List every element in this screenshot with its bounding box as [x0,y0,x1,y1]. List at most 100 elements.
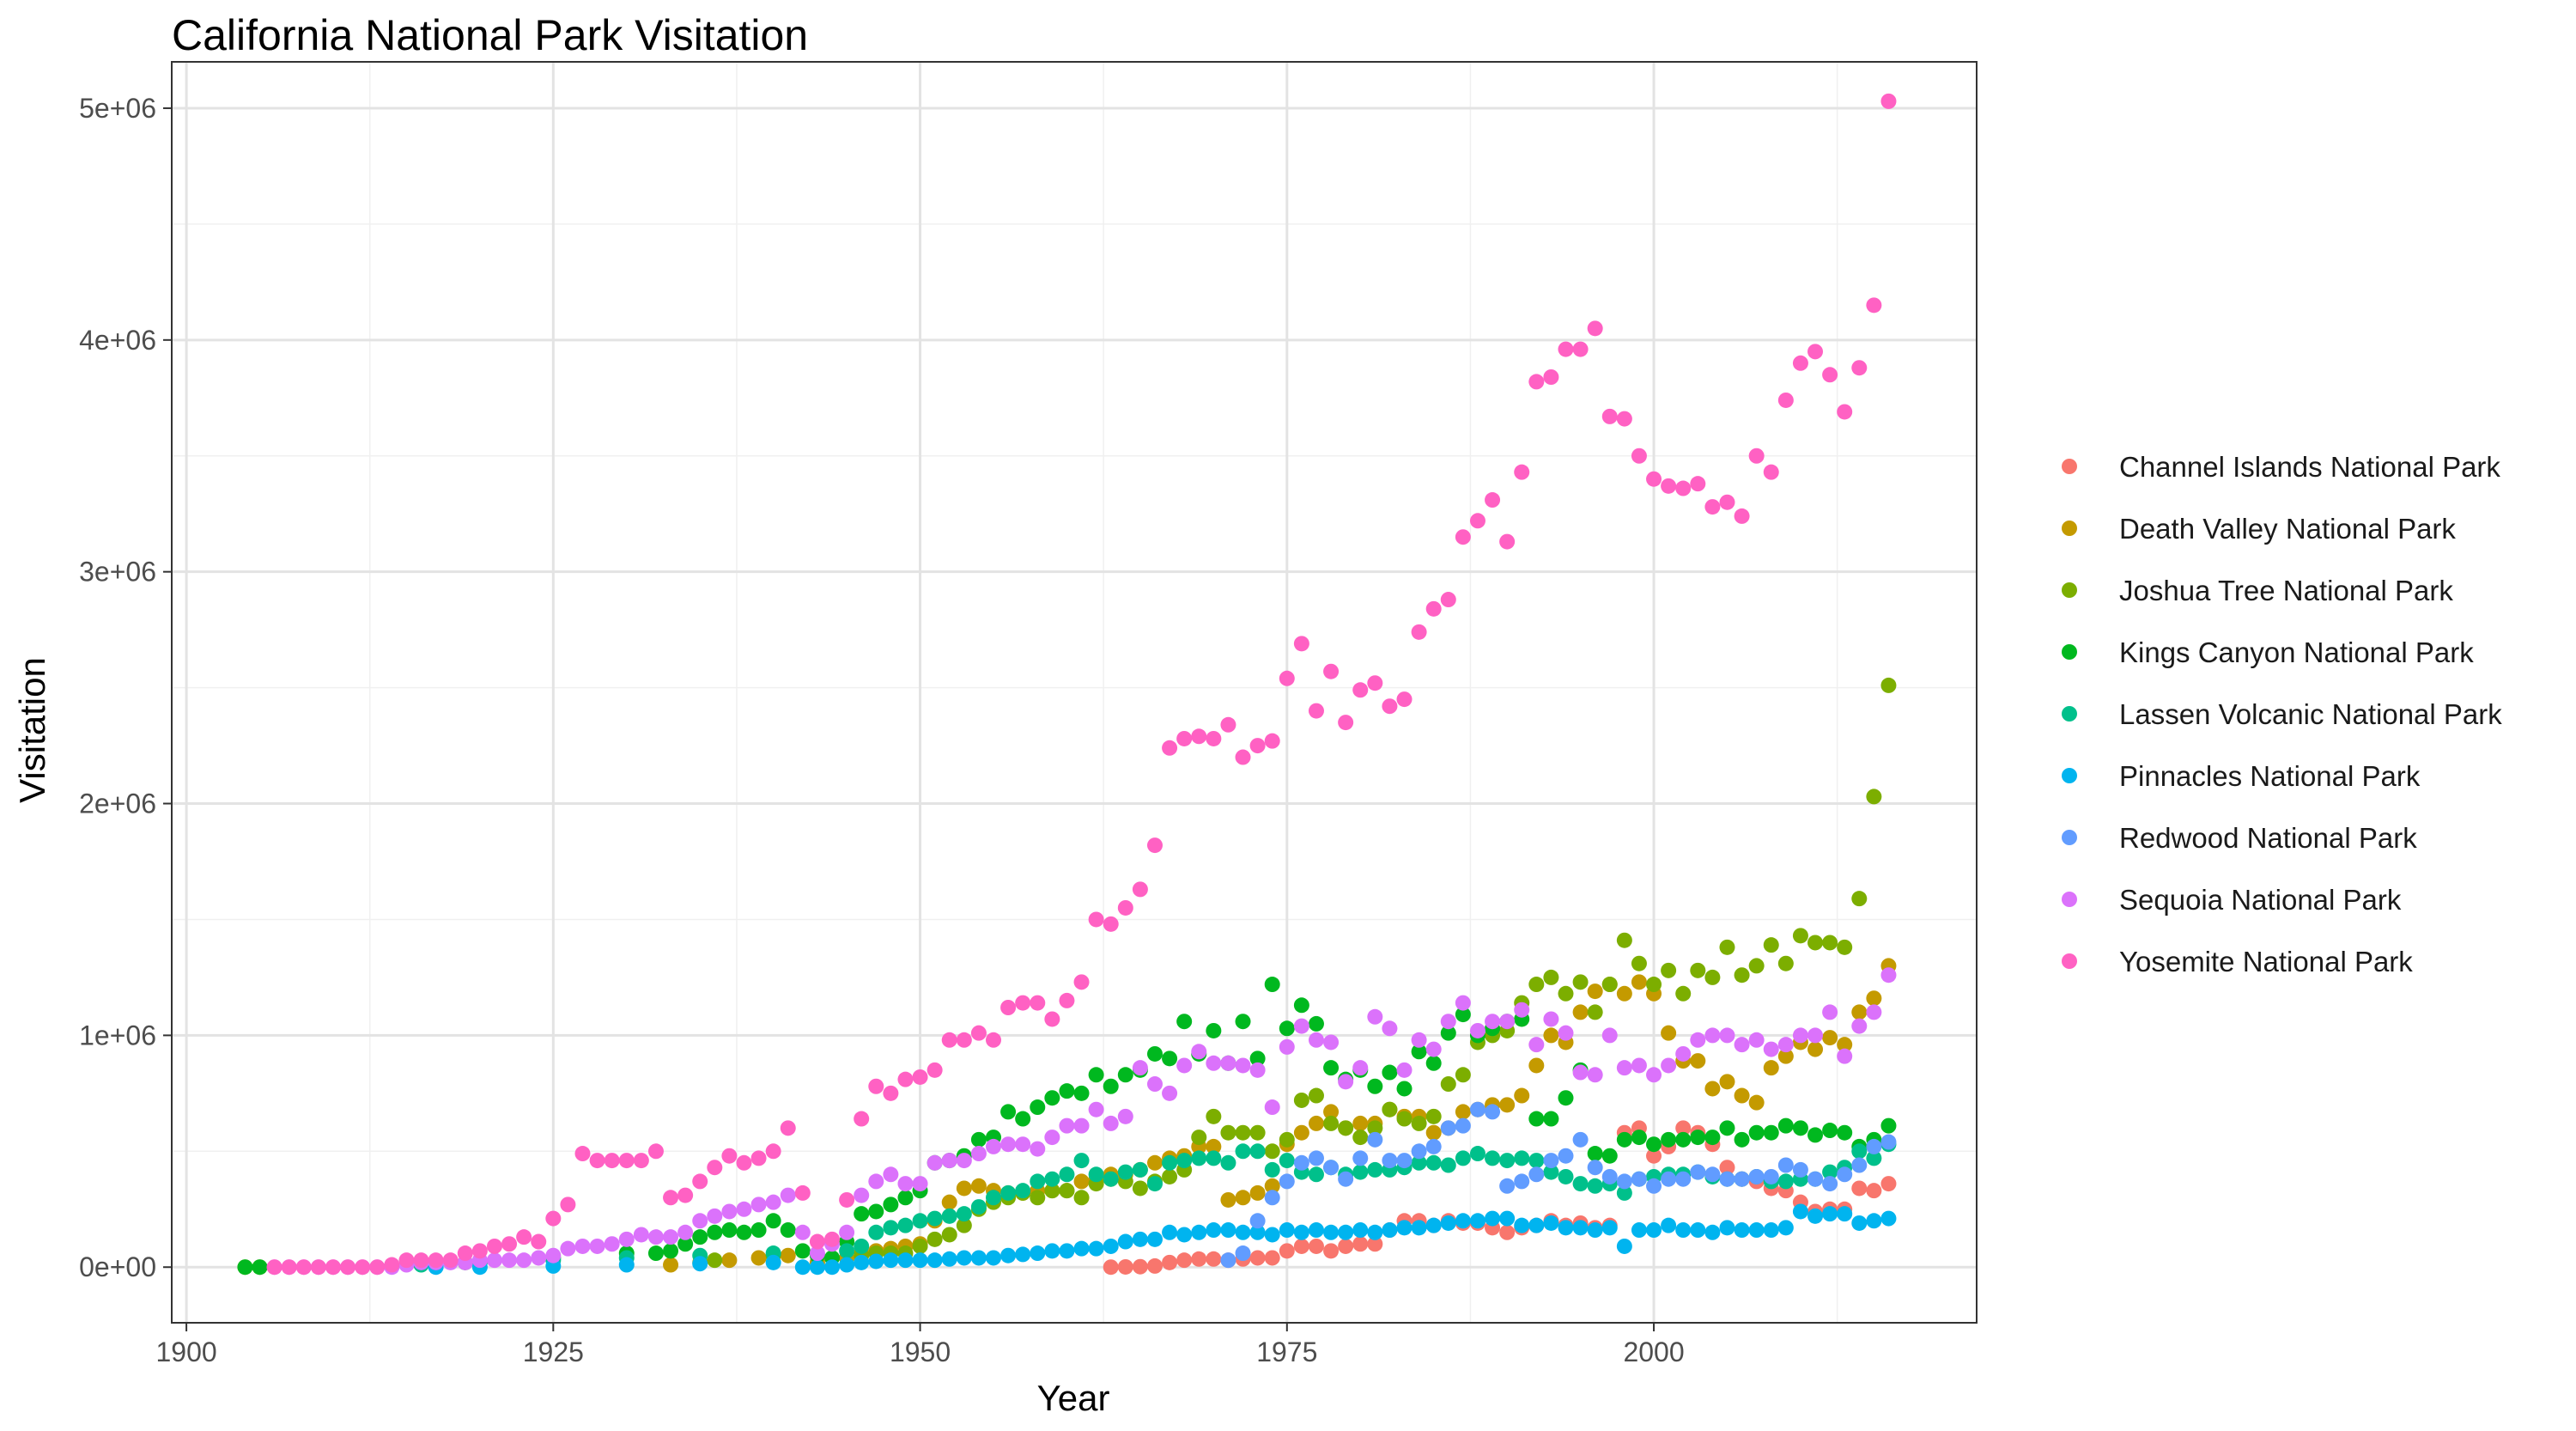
data-point [1528,977,1545,993]
data-point [883,1166,899,1183]
data-point [1000,1000,1017,1015]
data-point [765,1254,781,1270]
data-point [647,1143,664,1160]
data-point [1044,1243,1060,1259]
data-point [912,1252,928,1269]
data-point [780,1247,796,1264]
data-point [736,1201,752,1217]
data-point [1425,1138,1442,1154]
data-point [780,1187,796,1203]
data-point [1396,1220,1413,1236]
data-point [1015,995,1031,1011]
data-point [1206,1251,1222,1267]
data-point [310,1259,326,1276]
data-point [1822,1030,1838,1046]
data-point [1587,1222,1603,1239]
data-point [1235,1143,1251,1160]
data-point [986,1032,1002,1048]
data-point [1748,1032,1765,1048]
data-point [1866,1183,1882,1199]
data-point [1425,1154,1442,1171]
data-point [1675,985,1692,1002]
data-point [1030,1099,1046,1116]
data-point [1088,911,1104,928]
data-point [1469,1146,1485,1162]
data-point [1880,1210,1897,1227]
data-point [442,1252,459,1269]
x-tick-label: 1925 [523,1337,584,1367]
data-point [707,1160,723,1176]
legend-key [2062,582,2077,598]
data-point [1146,1257,1163,1274]
data-point [1146,1045,1163,1062]
data-point [1059,992,1075,1008]
data-point [1411,1032,1427,1048]
data-point [340,1259,356,1276]
data-point [1543,1011,1559,1027]
series-pinnacles-national-park [428,1203,1897,1276]
data-point [1631,1171,1647,1187]
data-point [1249,1213,1266,1229]
data-point [1338,1074,1354,1090]
data-point [1279,1131,1295,1148]
plot-panel [171,61,1978,1324]
data-point [1587,1178,1603,1194]
data-point [1543,1215,1559,1231]
data-point [1264,1178,1280,1194]
data-point [1777,1157,1794,1173]
data-point [956,1153,972,1169]
data-point [1382,1153,1398,1169]
data-point [941,1153,957,1169]
data-point [1528,1153,1545,1169]
legend-label: Pinnacles National Park [2119,760,2421,792]
data-point [1514,1150,1530,1166]
data-point [956,1206,972,1222]
data-point [1059,1117,1075,1134]
data-point [956,1032,972,1048]
data-point [1851,1215,1868,1231]
data-point [1411,1115,1427,1131]
data-point [1000,1184,1017,1201]
data-point [1661,1171,1677,1187]
data-point [1132,1231,1148,1247]
data-point [927,1210,943,1227]
data-point [1646,1148,1662,1164]
data-point [1235,1190,1251,1206]
data-point [1587,1160,1603,1176]
data-point [1308,1238,1324,1254]
data-point [721,1252,738,1269]
data-point [941,1227,957,1243]
data-point [1264,733,1280,749]
data-point [1191,1150,1207,1166]
data-point [1206,730,1222,746]
data-point [721,1148,738,1164]
data-point [854,1111,870,1127]
data-point [1646,1067,1662,1083]
legend-label: Lassen Volcanic National Park [2119,698,2502,730]
data-point [1308,1087,1324,1104]
data-point [1382,1064,1398,1081]
data-point [1338,1224,1354,1240]
data-point [1176,1014,1193,1030]
data-point [1616,1184,1632,1201]
data-point [1249,1184,1266,1201]
data-point [1601,977,1618,993]
data-point [1704,1081,1721,1097]
data-point [1469,1101,1485,1117]
data-point [1059,1166,1075,1183]
data-point [1485,1210,1501,1227]
data-point [1851,1180,1868,1197]
series-sequoia-national-park [266,967,1897,1276]
data-point [1763,1041,1779,1057]
data-point [1572,1220,1589,1236]
data-point [1734,508,1750,524]
data-point [1015,1246,1031,1263]
data-point [1264,1250,1280,1266]
data-point [927,1231,943,1247]
data-point [1455,1007,1471,1023]
data-point [1191,728,1207,745]
data-point [1558,1220,1574,1236]
data-point [1880,1117,1897,1134]
data-point [1411,1044,1427,1060]
data-point [1499,1224,1516,1240]
